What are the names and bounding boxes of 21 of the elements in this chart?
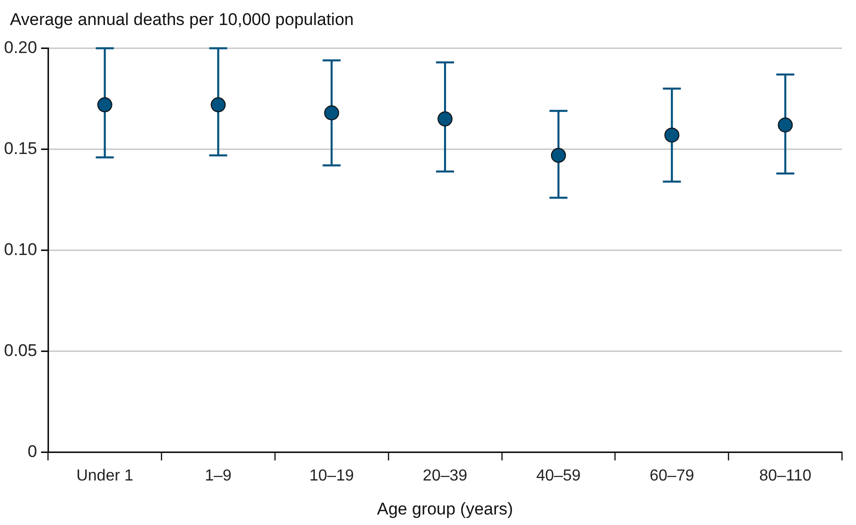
y-tick-label: 0 <box>28 442 38 462</box>
point <box>210 97 226 112</box>
y-tick-label: 0.05 <box>4 341 38 360</box>
y-tick-label: 0.10 <box>4 240 38 259</box>
point <box>438 111 453 126</box>
x-tick-label: 40–59 <box>536 467 581 484</box>
x-tick-label: 1–9 <box>204 467 232 484</box>
x-tick-label: Under 1 <box>76 467 134 484</box>
point <box>550 148 566 163</box>
y-tick-label: 0.15 <box>4 138 38 158</box>
x-tick-label: 60–79 <box>650 467 694 484</box>
point <box>324 105 340 120</box>
y-axis-title: Average annual deaths per 10,000 population <box>10 10 354 30</box>
point <box>778 118 793 132</box>
point <box>664 128 680 143</box>
x-tick-label: 80–110 <box>759 467 812 484</box>
y-tick-label: 0.20 <box>4 38 38 57</box>
x-axis-title: Age group (years) <box>377 499 514 518</box>
x-tick-label: 20–39 <box>422 467 468 484</box>
point <box>97 97 112 112</box>
x-tick-label: 10–19 <box>309 467 354 484</box>
